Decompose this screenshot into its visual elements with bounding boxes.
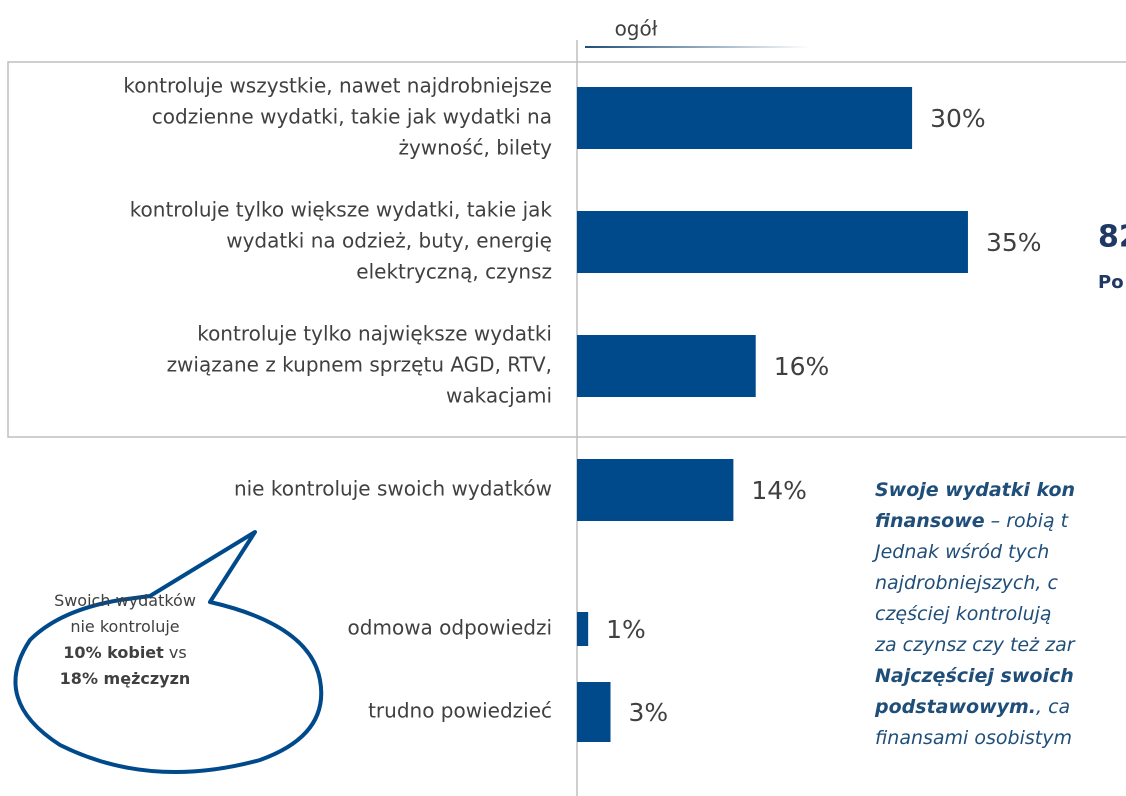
bubble-line-part: 18% mężczyzn [60,669,191,688]
paragraph-line: częściej kontrolują [875,603,1052,625]
paragraph-line-part: Jednak wśród tych [871,541,1049,563]
value-label: 35% [986,228,1042,257]
value-label: 14% [751,476,807,505]
paragraph-line-part: Swoje wydatki kon [875,479,1075,501]
paragraph-line: Swoje wydatki kon [875,479,1075,501]
paragraph-line-part: finansowe [875,510,985,532]
bubble-line-part: vs [164,643,187,662]
category-label: elektryczną, czynsz [356,260,552,284]
column-header: ogół [615,17,658,41]
paragraph-line-part: częściej kontrolują [875,603,1052,625]
category-label: wakacjami [446,384,552,408]
category-label: żywność, bilety [398,136,552,160]
value-label: 16% [774,352,830,381]
paragraph-line-part: Najczęściej swoich [875,665,1074,687]
paragraph-line-part: finansami osobistym [875,727,1072,749]
bubble-line: 10% kobiet vs [63,643,186,662]
category-label: odmowa odpowiedzi [348,616,552,640]
category-label: nie kontroluje swoich wydatków [234,477,552,501]
bubble-line: Swoich wydatków [54,591,196,610]
paragraph-line: podstawowym., ca [874,696,1070,718]
paragraph-line: najdrobniejszych, c [875,572,1058,594]
bar [577,335,756,397]
category-label: codzienne wydatki, takie jak wydatki na [152,105,552,129]
paragraph-line-part: podstawowym. [874,696,1036,718]
paragraph-line-part: – robią t [985,510,1070,532]
group-box [7,61,1126,438]
bubble-line: nie kontroluje [70,617,179,636]
bar [577,612,589,646]
value-label: 3% [629,698,669,727]
bar [577,682,611,742]
category-label: związane z kupnem sprzętu AGD, RTV, [167,353,552,377]
paragraph-line: Jednak wśród tych [871,541,1049,563]
paragraph-line-part: najdrobniejszych, c [875,572,1058,594]
paragraph-line-part: , ca [1036,696,1070,718]
bubble-line-part: Swoich wydatków [54,591,196,610]
paragraph-line: za czynsz czy też zar [874,634,1076,656]
side-small: Po [1098,272,1124,293]
category-label: kontroluje tylko większe wydatki, takie … [130,198,553,222]
header-underline [585,46,810,48]
category-label: kontroluje wszystkie, nawet najdrobniejs… [123,74,552,98]
bubble-line: 18% mężczyzn [60,669,191,688]
bar [577,87,913,149]
bar [577,211,968,273]
value-label: 1% [606,615,646,644]
bubble-line-part: 10% kobiet [63,643,164,662]
paragraph-line-part: za czynsz czy też zar [874,634,1076,656]
value-label: 30% [930,104,986,133]
category-label: wydatki na odzież, buty, energię [226,229,552,253]
paragraph-line: finansami osobistym [875,727,1072,749]
category-label: trudno powiedzieć [368,699,552,723]
side-big: 82 [1098,220,1126,255]
paragraph-line: Najczęściej swoich [875,665,1074,687]
speech-bubble [13,530,324,774]
category-label: kontroluje tylko największe wydatki [197,322,552,346]
bar [577,459,734,521]
bubble-line-part: nie kontroluje [70,617,179,636]
paragraph-line: finansowe – robią t [875,510,1070,532]
